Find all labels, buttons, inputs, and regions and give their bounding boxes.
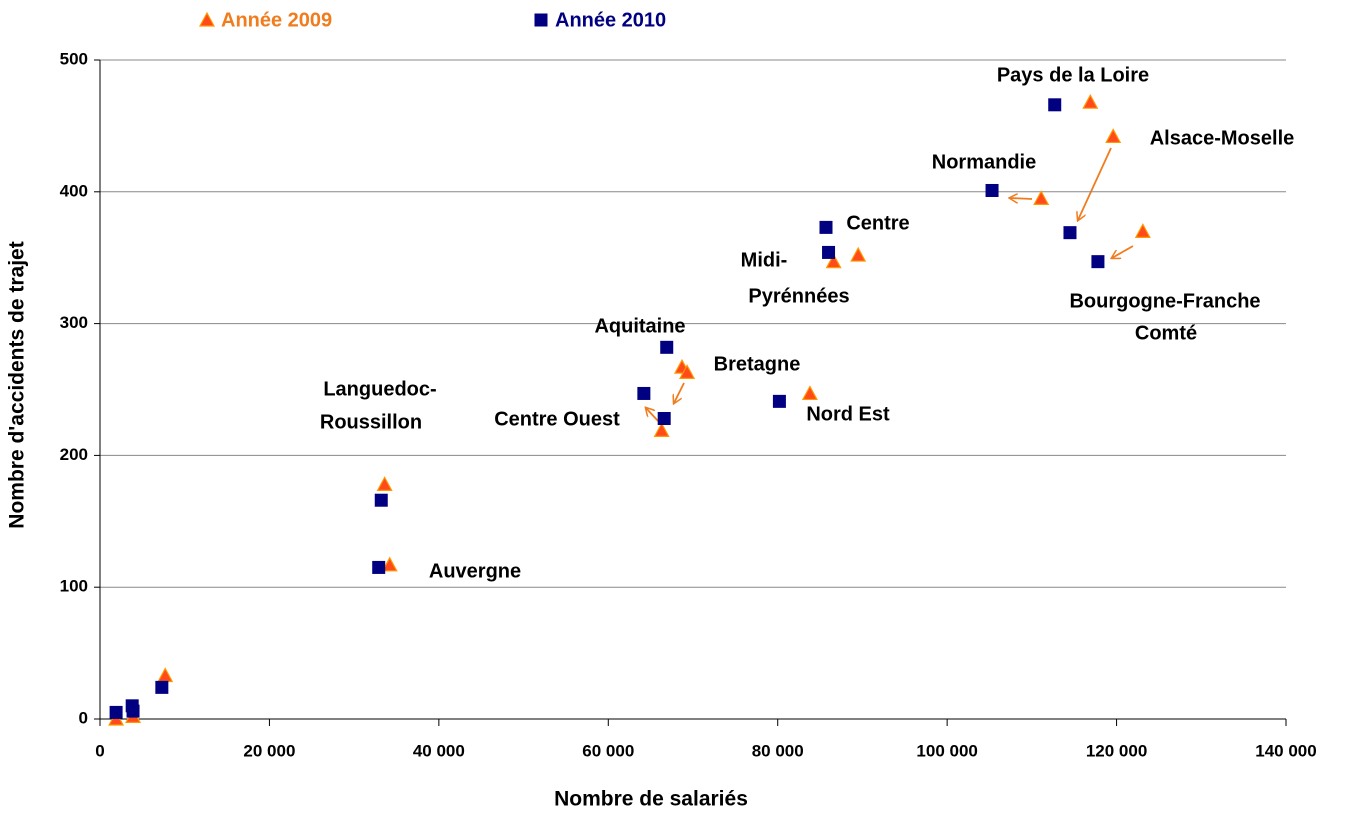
annotation: Pays de la Loire — [997, 64, 1149, 86]
arrow — [674, 382, 685, 403]
point — [1063, 226, 1077, 240]
point — [772, 394, 786, 408]
point — [1134, 223, 1151, 238]
x-tick-label: 40 000 — [413, 741, 465, 760]
point — [1091, 255, 1105, 269]
point — [660, 340, 674, 354]
point — [825, 253, 842, 269]
annotation: Centre Ouest — [494, 408, 620, 430]
arrow — [1112, 245, 1134, 258]
point — [1033, 190, 1050, 205]
legend-label: Année 2010 — [555, 9, 666, 31]
annotation: Centre — [846, 212, 909, 234]
point — [637, 386, 651, 400]
arrow — [646, 408, 659, 422]
y-tick-label: 100 — [60, 577, 88, 596]
point — [372, 560, 386, 574]
point — [679, 364, 696, 379]
x-tick-label: 100 000 — [916, 741, 977, 760]
annotation: Languedoc- — [323, 378, 436, 400]
annotation: Alsace-Moselle — [1150, 127, 1295, 149]
point — [381, 556, 398, 572]
y-tick-label: 200 — [60, 445, 88, 464]
point — [109, 705, 123, 719]
x-tick-label: 80 000 — [752, 741, 804, 760]
point — [985, 183, 999, 197]
point — [653, 422, 670, 437]
arrow — [1010, 198, 1033, 199]
annotation: Roussillon — [320, 411, 422, 433]
arrows — [646, 147, 1134, 422]
annotation: Comté — [1135, 322, 1197, 344]
y-tick-label: 500 — [60, 49, 88, 68]
point — [822, 245, 836, 259]
legend-marker — [534, 13, 548, 27]
annotation: Pyrénnées — [748, 285, 849, 307]
x-axis-label: Nombre de salariés — [554, 788, 748, 811]
legend-label: Année 2009 — [221, 9, 332, 31]
point — [1048, 98, 1062, 112]
annotation: Bretagne — [714, 353, 801, 375]
annotation: Bourgogne-Franche — [1069, 290, 1260, 312]
point — [157, 667, 174, 683]
point — [126, 704, 140, 718]
x-tick-label: 0 — [95, 741, 104, 760]
x-tick-label: 20 000 — [243, 741, 295, 760]
x-tick-label: 120 000 — [1086, 741, 1147, 760]
x-tick-label: 140 000 — [1255, 741, 1316, 760]
y-tick-label: 400 — [60, 181, 88, 200]
point — [801, 385, 818, 401]
legend-marker — [198, 11, 216, 27]
annotation: Auvergne — [429, 560, 521, 582]
arrow — [1078, 147, 1112, 220]
y-tick-label: 300 — [60, 313, 88, 332]
annotation: Midi- — [741, 249, 788, 271]
point — [657, 411, 671, 425]
annotation: Aquitaine — [594, 315, 685, 337]
point — [850, 246, 867, 262]
x-tick-label: 60 000 — [582, 741, 634, 760]
point — [155, 680, 169, 694]
annotation: Nord Est — [806, 403, 890, 425]
point — [819, 220, 833, 234]
y-tick-label: 0 — [79, 708, 88, 727]
annotation: Normandie — [932, 151, 1036, 173]
point — [374, 493, 388, 507]
point — [376, 476, 393, 491]
point — [1082, 93, 1099, 109]
point — [1105, 128, 1122, 144]
y-axis-label: Nombre d'accidents de trajet — [6, 241, 29, 528]
